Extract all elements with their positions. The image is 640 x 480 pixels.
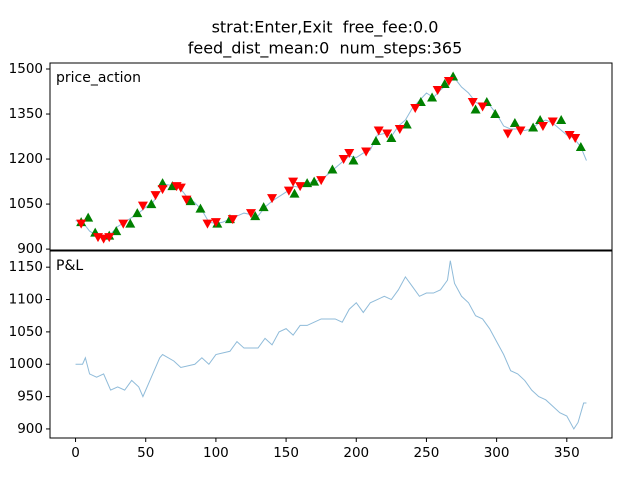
line xyxy=(75,260,587,430)
sell-marker xyxy=(104,233,115,243)
y-tick-label: 1050 xyxy=(9,324,43,340)
buy-marker xyxy=(125,218,136,228)
buy-marker xyxy=(258,202,269,212)
panel-label: price_action xyxy=(56,70,141,86)
y-tick-label: 1100 xyxy=(9,292,43,308)
buy-marker xyxy=(401,119,412,129)
sell-marker xyxy=(502,129,513,139)
buy-marker xyxy=(556,115,567,125)
x-tick-label: 0 xyxy=(71,445,80,461)
buy-marker xyxy=(348,155,359,165)
buy-marker xyxy=(327,164,338,174)
sell-marker xyxy=(564,131,575,141)
sell-marker xyxy=(118,219,129,229)
buy-marker xyxy=(370,136,381,146)
sell-marker xyxy=(344,149,355,159)
sell-marker xyxy=(175,183,186,193)
sell-marker xyxy=(316,176,327,186)
buy-marker xyxy=(386,133,397,143)
buy-marker xyxy=(185,196,196,206)
x-tick-label: 50 xyxy=(137,445,154,461)
sell-marker xyxy=(98,234,109,244)
sell-marker xyxy=(515,126,526,136)
chart-subtitle: feed_dist_mean:0 num_steps:365 xyxy=(188,39,463,59)
sell-marker xyxy=(283,186,294,196)
y-tick-label: 1000 xyxy=(9,356,43,372)
x-tick-label: 250 xyxy=(414,445,440,461)
buy-marker xyxy=(490,109,501,119)
buy-marker xyxy=(195,203,206,213)
sell-marker xyxy=(210,218,221,228)
buy-marker xyxy=(111,226,122,236)
sell-marker xyxy=(76,219,87,229)
x-tick-label: 300 xyxy=(484,445,510,461)
buy-marker xyxy=(509,118,520,128)
sell-marker xyxy=(570,134,581,144)
sell-marker xyxy=(410,104,421,114)
sell-marker xyxy=(361,147,372,157)
buy-marker xyxy=(132,208,143,218)
sell-marker xyxy=(547,117,558,127)
sell-marker xyxy=(537,122,548,132)
y-tick-label: 950 xyxy=(17,389,43,405)
axes-frame xyxy=(49,62,613,251)
sell-marker xyxy=(338,155,349,165)
buy-marker xyxy=(535,115,546,125)
sell-marker xyxy=(295,182,306,192)
y-tick-label: 1200 xyxy=(9,151,43,167)
y-tick-label: 1050 xyxy=(9,196,43,212)
buy-marker xyxy=(439,79,450,89)
y-tick-label: 1150 xyxy=(9,259,43,275)
chart-title: strat:Enter,Exit free_fee:0.0 xyxy=(212,18,439,38)
sell-marker xyxy=(394,125,405,135)
buy-marker xyxy=(250,211,261,221)
buy-marker xyxy=(157,178,168,188)
axes-frame xyxy=(49,250,613,439)
y-tick-label: 1350 xyxy=(9,106,43,122)
sell-marker xyxy=(245,209,256,219)
sell-marker xyxy=(288,177,299,187)
sell-marker xyxy=(137,201,148,211)
y-tick-label: 1500 xyxy=(9,61,43,77)
sell-marker xyxy=(150,191,161,201)
x-tick-label: 350 xyxy=(554,445,580,461)
buy-marker xyxy=(470,104,481,114)
sell-marker xyxy=(443,77,454,87)
x-tick-label: 200 xyxy=(343,445,369,461)
panel-label: P&L xyxy=(56,258,83,274)
buy-marker xyxy=(528,122,539,132)
buy-marker xyxy=(427,92,438,102)
y-tick-label: 900 xyxy=(17,241,43,257)
y-tick-label: 900 xyxy=(17,421,43,437)
buy-marker xyxy=(289,188,300,198)
sell-marker xyxy=(267,194,278,204)
buy-marker xyxy=(309,176,320,186)
sell-marker xyxy=(373,126,384,136)
sell-marker xyxy=(181,195,192,205)
x-tick-label: 150 xyxy=(273,445,299,461)
sell-marker xyxy=(467,98,478,108)
sell-marker xyxy=(382,129,393,139)
x-tick-label: 100 xyxy=(203,445,229,461)
buy-marker xyxy=(146,199,157,209)
sell-marker xyxy=(227,215,238,225)
buy-marker xyxy=(415,97,426,107)
sell-marker xyxy=(202,219,213,229)
buy-marker xyxy=(575,142,586,152)
buy-marker xyxy=(83,212,94,222)
sell-marker xyxy=(477,102,488,112)
sell-marker xyxy=(157,185,168,195)
sell-marker xyxy=(432,86,443,96)
